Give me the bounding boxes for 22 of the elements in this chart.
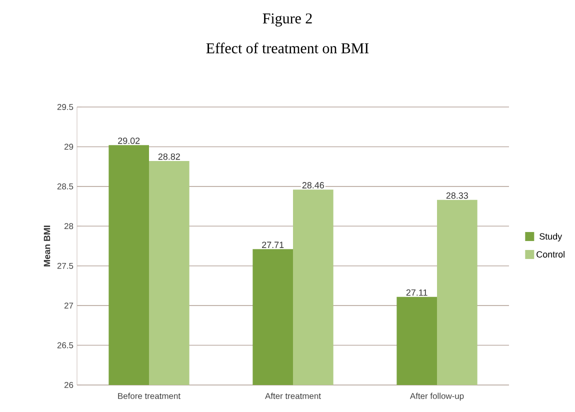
data-label: 28.46: [302, 182, 324, 188]
y-axis-title: Mean BMI: [44, 226, 50, 266]
legend-label: Study: [540, 233, 562, 242]
chart-title: Figure 2: [262, 13, 312, 27]
data-label: 27.11: [406, 289, 428, 296]
x-tick-label: Before treatment: [118, 392, 180, 399]
y-tick-label: 27.5: [57, 262, 74, 269]
y-tick-label: 29.5: [57, 104, 74, 110]
y-tick-label: 28: [64, 223, 74, 230]
y-tick-label: 27: [64, 302, 74, 309]
y-tick-label: 29: [64, 144, 74, 150]
data-label: 29.02: [118, 138, 140, 144]
legend-label: Control: [536, 250, 564, 258]
chart-subtitle: Effect of treatment on BMI: [206, 42, 369, 54]
data-label: 27.71: [262, 242, 284, 248]
y-tick-label: 26.5: [57, 342, 74, 348]
data-label: 28.33: [446, 192, 468, 199]
data-label: 28.82: [158, 153, 180, 160]
x-tick-label: After treatment: [265, 392, 321, 399]
y-tick-label: 28.5: [57, 183, 74, 190]
y-tick-label: 26: [64, 382, 74, 388]
x-tick-label: After follow-up: [410, 392, 464, 401]
